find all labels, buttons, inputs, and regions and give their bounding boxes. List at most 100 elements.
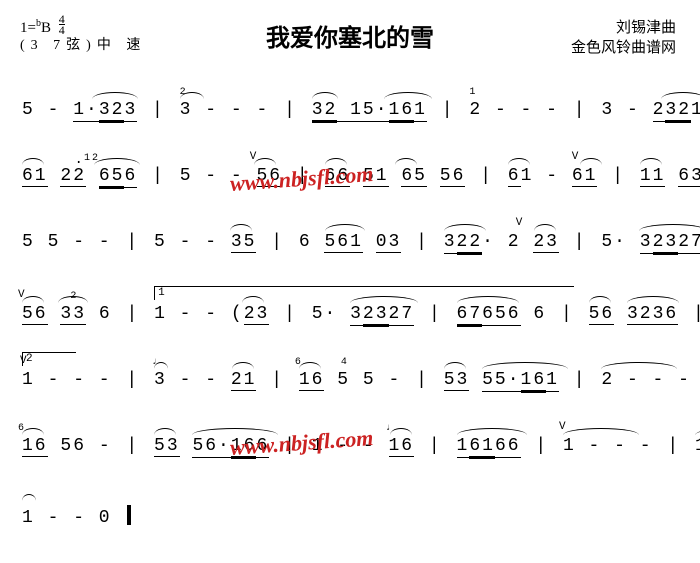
tie-slur <box>92 92 138 99</box>
barline: | <box>114 304 152 324</box>
score-line: 5 - 1·323 | 3 - - -2 | 32 15·161 | 2 - -… <box>20 100 680 122</box>
score-line: 56 323 6V | 1 - - (231 | 5· 32327 | 6765… <box>20 298 680 326</box>
tie-slur <box>589 296 611 303</box>
ornament: 4 <box>341 357 349 368</box>
measure: 1 - - 0 <box>22 502 131 528</box>
measure: 16 56 -6 <box>22 436 112 457</box>
tie-slur <box>232 362 254 369</box>
measure: 3 - - 21♩ <box>154 370 256 391</box>
website-credit: 金色风铃曲谱网 <box>571 36 676 57</box>
barline: | <box>429 100 467 120</box>
measure: 16166 <box>457 436 521 458</box>
ornament: 1 <box>469 87 477 98</box>
tempo-marking: (3 7弦)中 速 <box>20 34 146 54</box>
tie-slur <box>563 428 639 435</box>
measure: 2 - - -1 <box>469 100 559 120</box>
tie-slur <box>580 158 602 165</box>
measure: 1 - - -V <box>563 436 653 456</box>
breath-mark: V <box>572 151 581 163</box>
volta-bracket: 2 <box>22 352 76 366</box>
barline: | <box>258 370 296 390</box>
composer-credit: 刘锡津曲 <box>616 16 676 37</box>
measure: 3 - 2321 <box>601 100 700 122</box>
barline: | <box>403 232 441 252</box>
score-line: 61 22 65612 | 5 - - 56V | 66 51 65 56 | … <box>20 166 680 188</box>
tie-slur <box>192 428 278 435</box>
measure: 16 5 5 -64 <box>299 370 401 391</box>
measure: 1 - - - <box>695 436 700 456</box>
measure: 56 3236 <box>589 304 679 325</box>
measure: 61 22 65612 <box>22 166 137 188</box>
measure: 322· 2 23V <box>444 232 559 254</box>
barline: | <box>139 100 177 120</box>
measure: 5 - - 35 <box>154 232 256 253</box>
ornament: 6 <box>18 423 26 434</box>
measure: 53 56·166 <box>154 436 269 458</box>
barline: | <box>693 370 700 390</box>
measure: 3 - - -2 <box>180 100 270 120</box>
tie-slur <box>350 296 418 303</box>
tie-slur <box>444 362 466 369</box>
barline: | <box>403 370 441 390</box>
score-line: 16 56 -6 | 53 56·166 | 1 - - 16♩ | 16166… <box>20 436 680 458</box>
measure: 11 63 21 <box>640 166 700 187</box>
tie-slur <box>325 224 365 231</box>
measure: 1 - - -V2 <box>22 370 112 390</box>
measure: 66 51 65 56 <box>325 166 466 187</box>
tie-slur <box>640 158 662 165</box>
breath-mark: V <box>250 151 259 163</box>
ornament: 12 <box>84 153 100 164</box>
score-line: 1 - - 0 <box>20 502 680 528</box>
barline: | <box>271 304 309 324</box>
tie-slur <box>94 158 140 165</box>
tie-slur <box>22 494 36 501</box>
barline: | <box>284 166 322 186</box>
tie-slur <box>534 224 556 231</box>
ornament: 2 <box>180 87 188 98</box>
barline: | <box>561 100 599 120</box>
barline: | <box>271 436 309 456</box>
tie-slur <box>312 92 338 99</box>
breath-mark: V <box>559 421 568 433</box>
barline: | <box>271 100 309 120</box>
score-line: 1 - - -V2 | 3 - - 21♩ | 16 5 5 -64 | 53 … <box>20 370 680 392</box>
page-title: 我爱你塞北的雪 <box>266 18 434 53</box>
measure: 56 323 6V <box>22 304 112 325</box>
breath-mark: V <box>516 217 525 229</box>
barline: | <box>114 232 152 252</box>
score-header: 1=bB 4 4 (3 7弦)中 速 我爱你塞北的雪 刘锡津曲 金色风铃曲谱网 <box>20 12 680 72</box>
tie-slur <box>508 158 530 165</box>
music-score: 5 - 1·323 | 3 - - -2 | 32 15·161 | 2 - -… <box>20 100 680 528</box>
barline: | <box>655 436 693 456</box>
measure: 6 561 03 <box>299 232 401 253</box>
barline: | <box>416 436 454 456</box>
score-line: 5 5 - - | 5 - - 35 | 6 561 03 | 322· 2 2… <box>20 232 680 254</box>
barline: | <box>599 166 637 186</box>
measure: 53 55·161 <box>444 370 559 392</box>
tie-slur <box>695 428 700 435</box>
breath-mark: V <box>18 289 27 301</box>
ornament: ♩ <box>152 357 160 368</box>
measure: 67656 6 <box>457 304 547 326</box>
measure: 5 - 1·323 <box>22 100 137 122</box>
barline: | <box>114 370 152 390</box>
tie-slur <box>325 158 347 165</box>
measure: 5 5 - - <box>22 232 112 252</box>
measure: 61 - 61V <box>508 166 598 187</box>
tie-slur <box>661 92 700 99</box>
measure: 2 - - - <box>601 370 691 390</box>
tie-slur <box>444 224 486 231</box>
barline: | <box>416 304 454 324</box>
tie-slur <box>154 428 176 435</box>
ornament: 6 <box>295 357 303 368</box>
tie-slur <box>230 224 252 231</box>
tie-slur <box>627 296 679 303</box>
measure: 5· 32327 <box>312 304 414 326</box>
barline: | <box>467 166 505 186</box>
measure: 5· 32327 <box>601 232 700 254</box>
barline: | <box>561 232 599 252</box>
measure: 32 15·161 <box>312 100 427 122</box>
measure: 1 - - 16♩ <box>312 436 414 457</box>
tie-slur <box>457 428 527 435</box>
barline: | <box>139 166 177 186</box>
